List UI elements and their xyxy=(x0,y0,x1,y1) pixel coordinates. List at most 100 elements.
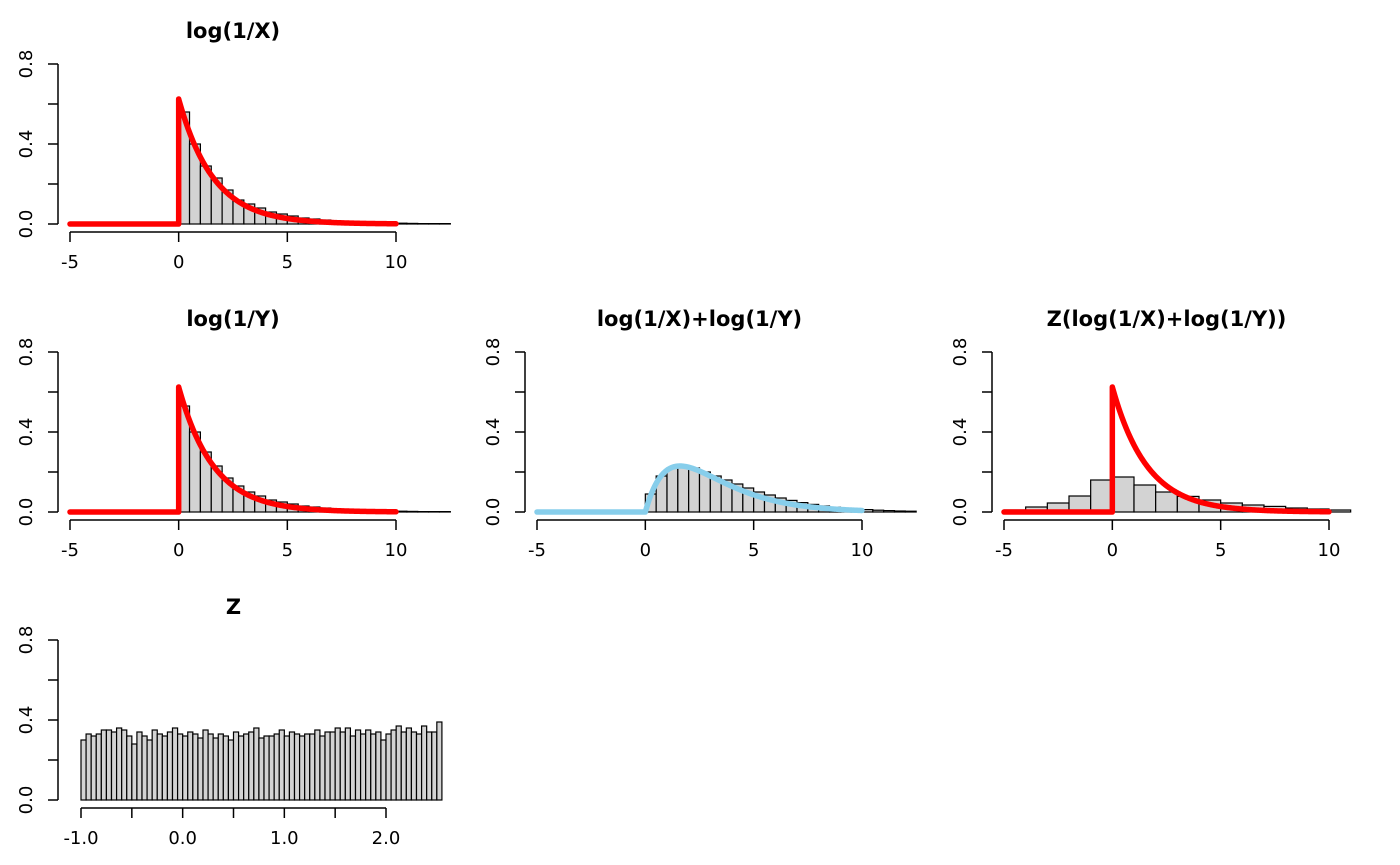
y-tick-label: 0.4 xyxy=(16,706,37,735)
histogram-bar xyxy=(182,735,189,801)
x-tick-label: 10 xyxy=(1318,540,1341,561)
y-tick-label: 0.8 xyxy=(950,338,971,367)
panel-4: Z(log(1/X)+log(1/Y)) -5 0 5 10 0.0 0.4 0.8 xyxy=(950,307,1352,561)
histogram-bar xyxy=(222,735,230,801)
histogram-bar xyxy=(406,510,419,513)
x-tick-label: 1.0 xyxy=(270,828,299,849)
chart-title: log(1/X)+log(1/Y) xyxy=(597,307,802,331)
histogram-bar xyxy=(90,735,97,801)
histogram-bar xyxy=(131,743,138,801)
histogram-bar xyxy=(95,733,102,801)
histogram-bar xyxy=(268,735,275,801)
histogram-bar xyxy=(395,725,402,801)
histogram-bar xyxy=(141,735,148,801)
x-tick-label: -5 xyxy=(528,540,546,561)
histogram-bar xyxy=(80,739,87,801)
histogram-bar xyxy=(197,737,204,801)
x-tick-label: 0 xyxy=(640,540,651,561)
histogram-bar xyxy=(248,731,255,801)
histogram-bar xyxy=(405,727,413,801)
histogram-bar xyxy=(406,222,419,225)
histogram-bar xyxy=(872,509,885,513)
panel-1: log(1/X) -5 0 5 10 0.0 0.4 0.8 xyxy=(16,19,451,273)
histogram-bar xyxy=(156,733,163,801)
histogram-bar xyxy=(415,733,423,801)
x-tick-label: 0 xyxy=(173,252,184,273)
x-tick-label: 5 xyxy=(1215,540,1226,561)
histogram-bar xyxy=(666,467,679,513)
histogram-bar xyxy=(126,735,133,801)
histogram-bar xyxy=(1133,484,1157,513)
histogram-bar xyxy=(1111,476,1135,513)
histogram-bar xyxy=(146,739,153,801)
x-tick-label: 0.0 xyxy=(168,828,197,849)
x-tick-label: 5 xyxy=(282,252,293,273)
histogram-bar xyxy=(349,735,357,801)
histogram-bar xyxy=(273,733,280,801)
histogram-bar xyxy=(893,510,906,513)
y-tick-label: 0.0 xyxy=(16,786,37,815)
histogram-bar xyxy=(192,733,199,801)
histogram-bar xyxy=(309,733,316,801)
histogram-bar xyxy=(232,731,240,801)
histogram-bar xyxy=(1090,479,1113,513)
histogram-bar xyxy=(390,729,397,801)
histogram-bar xyxy=(227,739,235,801)
histogram-bar xyxy=(324,731,331,801)
histogram-bar xyxy=(436,721,443,801)
histogram-bar xyxy=(314,729,321,801)
histogram-bar xyxy=(253,727,260,801)
histogram-bar xyxy=(166,731,174,801)
chart-title: Z xyxy=(226,595,241,619)
histogram-bar xyxy=(385,733,392,801)
histogram-bar xyxy=(365,729,372,801)
y-tick-label: 0.0 xyxy=(483,498,504,527)
histogram-bar xyxy=(151,729,158,801)
histogram-bar xyxy=(420,725,428,801)
histogram-bar xyxy=(121,729,128,801)
x-tick-label: 10 xyxy=(851,540,874,561)
histogram-bar xyxy=(688,467,701,513)
histogram-bar xyxy=(883,510,896,513)
x-tick-label: 2.0 xyxy=(372,828,401,849)
density-curve xyxy=(534,463,865,515)
histogram-bar xyxy=(176,733,184,801)
histogram-bar xyxy=(115,727,123,801)
histogram-bar xyxy=(217,733,224,801)
histogram-bar xyxy=(171,727,179,801)
histogram-bar xyxy=(304,733,311,801)
histogram-bar xyxy=(354,729,362,801)
x-tick-label: -5 xyxy=(61,252,79,273)
histogram-bar xyxy=(370,733,377,801)
x-tick-label: 5 xyxy=(282,540,293,561)
density-curve xyxy=(67,96,399,227)
histogram-bar xyxy=(263,735,270,801)
histogram-bar xyxy=(258,737,265,801)
histogram-bar xyxy=(161,735,169,801)
histogram-bar xyxy=(85,733,92,801)
panel-3: log(1/X)+log(1/Y) -5 0 5 10 0.0 0.4 0.8 xyxy=(483,307,917,561)
y-tick-label: 0.4 xyxy=(483,418,504,447)
histogram-bar xyxy=(187,731,194,801)
histogram-bar xyxy=(1328,509,1352,513)
histogram-bar xyxy=(339,731,346,801)
histogram-bar xyxy=(298,735,306,801)
histogram-bar xyxy=(283,735,291,801)
panel-5: Z -1.0 0.0 1.0 2.0 0.0 0.4 0.8 xyxy=(16,595,443,849)
histogram-bar xyxy=(105,729,113,801)
y-tick-label: 0.4 xyxy=(950,418,971,447)
chart-title: log(1/X) xyxy=(186,19,280,43)
y-tick-label: 0.4 xyxy=(16,130,37,159)
histogram-bar xyxy=(677,465,690,513)
x-tick-label: -1.0 xyxy=(63,828,98,849)
x-tick-label: 5 xyxy=(748,540,759,561)
x-tick-label: 0 xyxy=(173,540,184,561)
histogram-bar xyxy=(426,731,433,801)
histogram-bar xyxy=(207,733,214,801)
histogram-bar xyxy=(334,727,341,801)
histogram-bar xyxy=(110,731,118,801)
density-curve xyxy=(67,384,399,515)
histogram-bar xyxy=(431,731,438,801)
histogram-bar xyxy=(344,727,352,801)
histogram-bar xyxy=(410,731,418,801)
